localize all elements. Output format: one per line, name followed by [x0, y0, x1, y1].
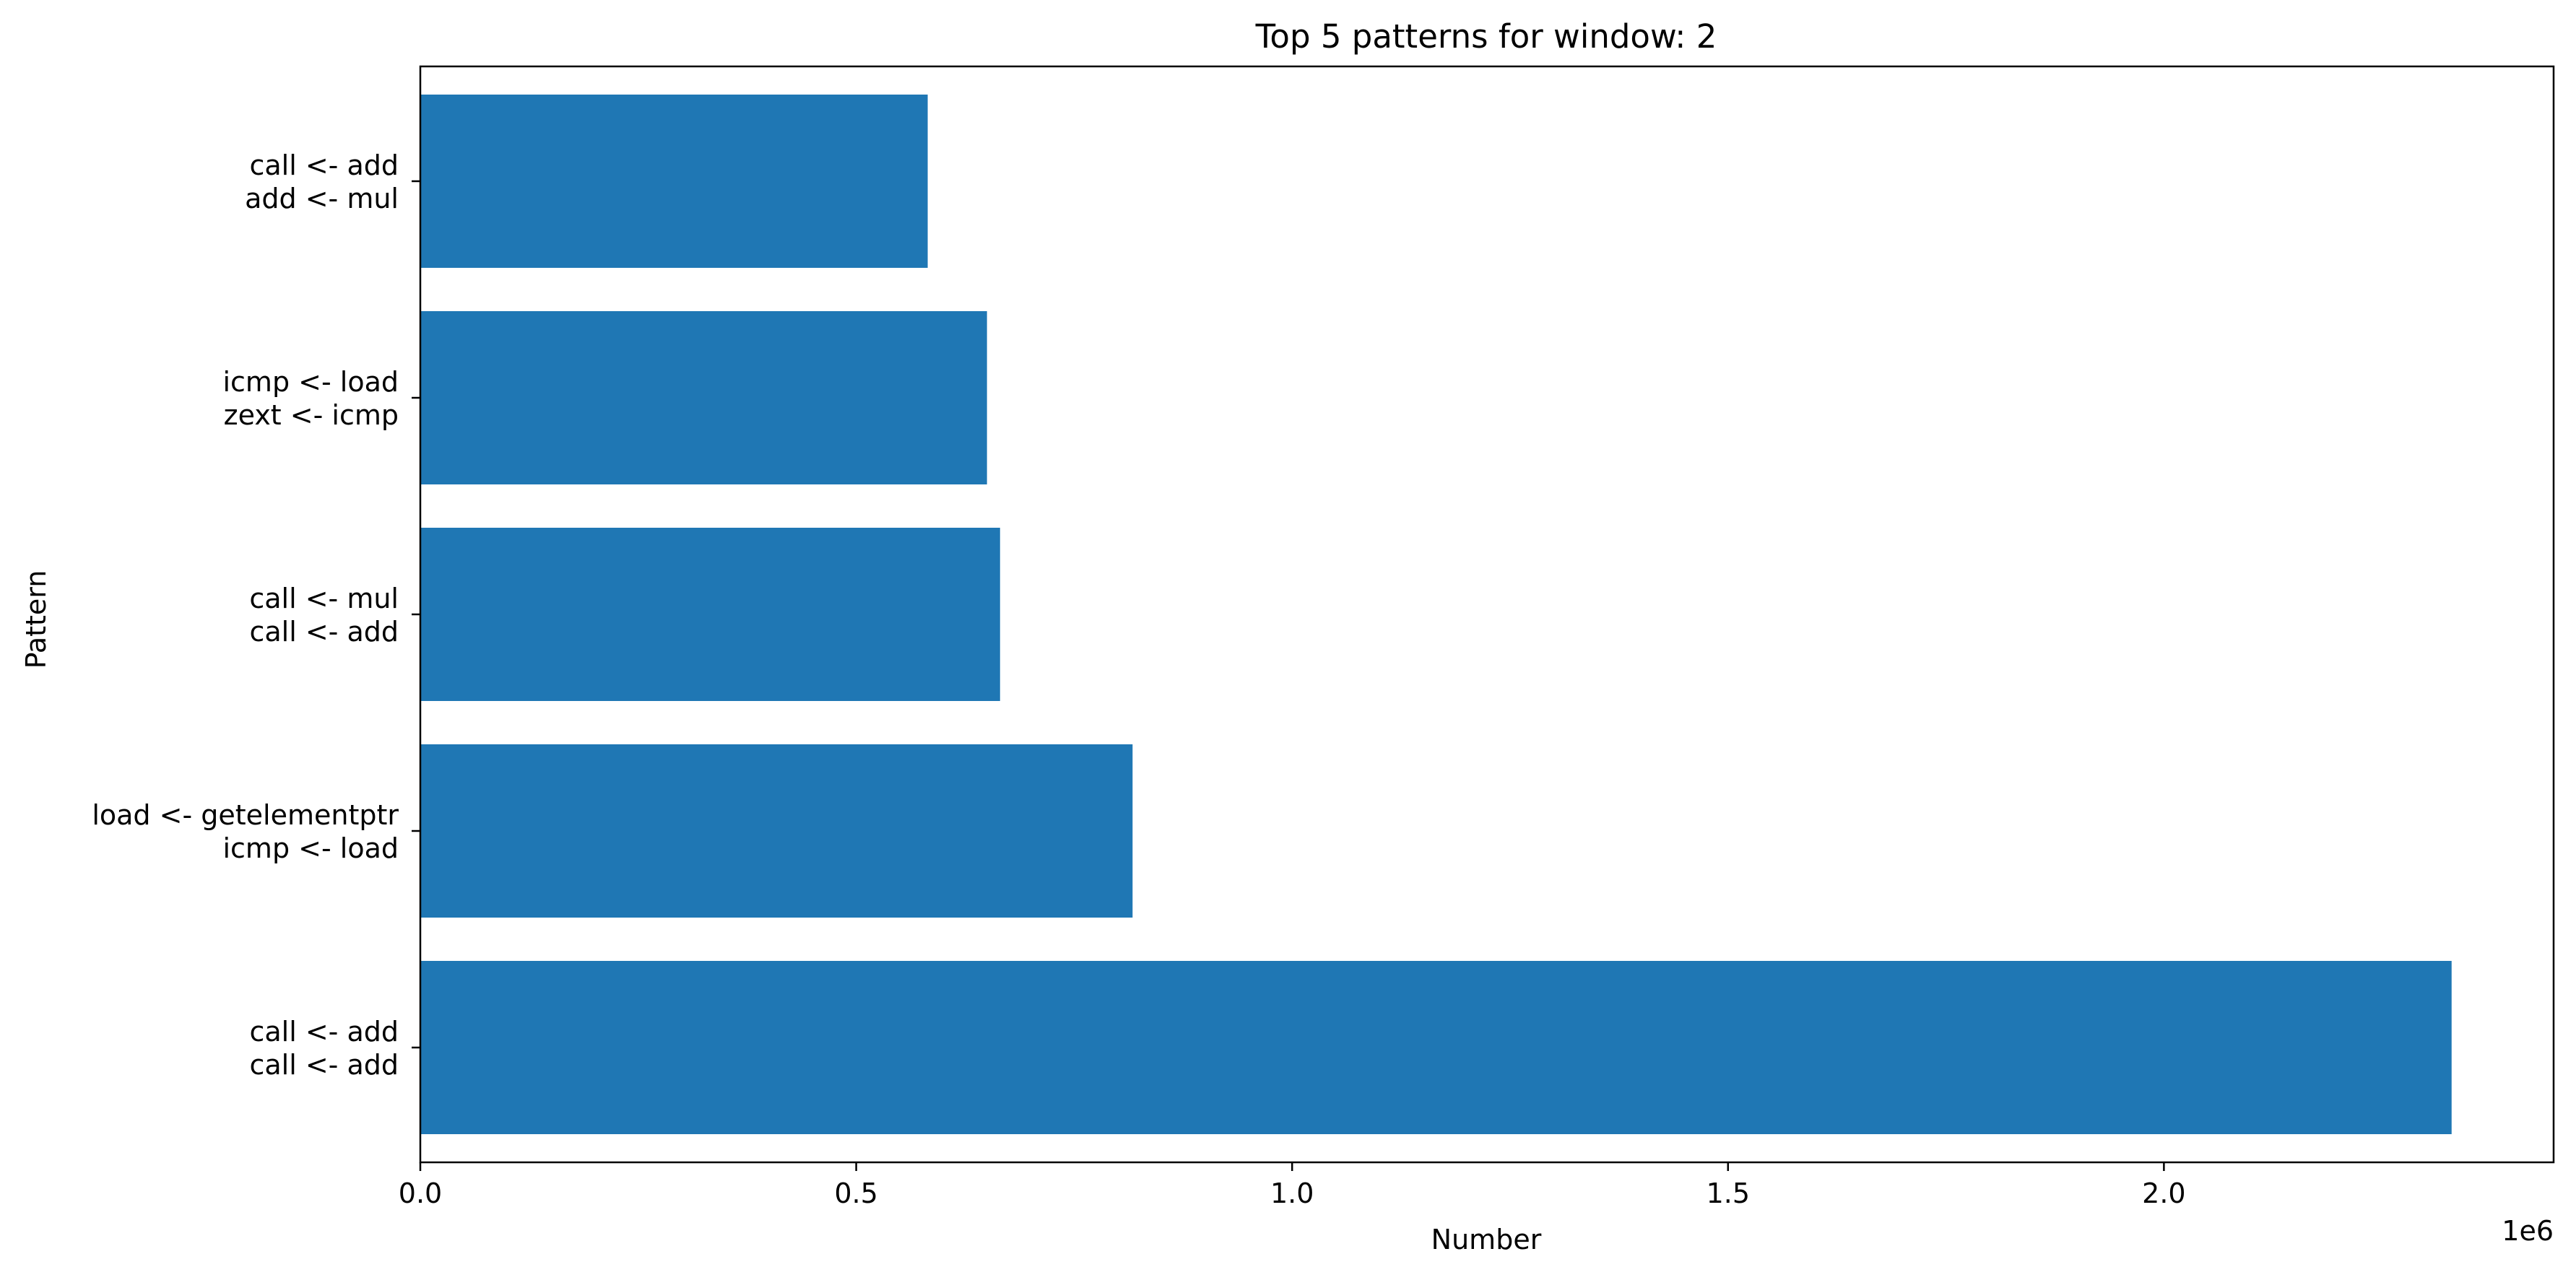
- y-tick-label-line: add <- mul: [245, 183, 399, 214]
- y-tick-label: call <- mul call <- add: [249, 583, 399, 648]
- bar: [420, 528, 1000, 701]
- y-tick-label-line: zext <- icmp: [224, 399, 399, 431]
- y-tick-label: call <- add add <- mul: [245, 149, 399, 214]
- x-tick-label: 2.0: [2142, 1177, 2185, 1209]
- plot-frame: [419, 65, 2555, 1164]
- x-tick-label: 0.0: [399, 1177, 442, 1209]
- y-tick-label-line: load <- getelementptr: [92, 799, 399, 831]
- y-tick-label-line: call <- mul: [249, 583, 399, 614]
- y-tick-label: call <- add call <- add: [249, 1016, 399, 1081]
- x-tick-label: 1.5: [1707, 1177, 1750, 1209]
- bar: [420, 95, 928, 268]
- y-tick-label-line: icmp <- load: [222, 366, 399, 398]
- bar: [420, 961, 2452, 1134]
- bar: [420, 311, 987, 484]
- y-axis-label: Pattern: [20, 570, 52, 669]
- x-axis-offset-label: 1e6: [2502, 1215, 2554, 1247]
- y-tick-label-line: call <- add: [249, 149, 399, 181]
- x-tick-label: 1.0: [1270, 1177, 1314, 1209]
- x-tick-label: 0.5: [834, 1177, 877, 1209]
- bar: [420, 744, 1133, 918]
- y-tick-label-line: call <- add: [249, 1016, 399, 1048]
- y-tick-label-line: call <- add: [249, 616, 399, 648]
- chart-title: Top 5 patterns for window: 2: [1255, 17, 1717, 56]
- y-tick-label-line: call <- add: [249, 1049, 399, 1081]
- y-tick-label: load <- getelementptr icmp <- load: [92, 799, 399, 864]
- y-tick-label-line: icmp <- load: [222, 832, 399, 864]
- x-axis-label: Number: [1431, 1224, 1542, 1255]
- y-tick-label: icmp <- load zext <- icmp: [222, 366, 399, 431]
- bars-layer: [420, 95, 2452, 1134]
